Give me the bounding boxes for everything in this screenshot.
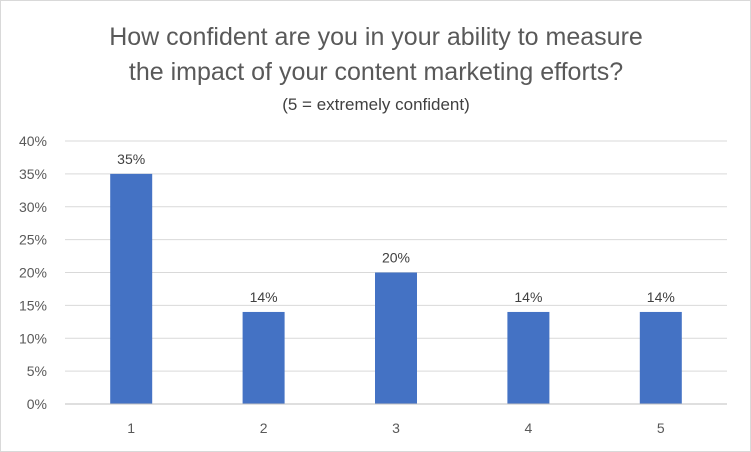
- data-label: 20%: [382, 250, 410, 266]
- bar: [507, 311, 550, 404]
- chart-title-line-1: How confident are you in your ability to…: [109, 23, 643, 51]
- bars: [110, 173, 682, 404]
- chart-title-line-2: the impact of your content marketing eff…: [129, 58, 623, 86]
- x-tick-label: 1: [127, 420, 135, 436]
- bar: [639, 311, 682, 404]
- y-tick-label: 5%: [27, 363, 47, 379]
- bar: [242, 311, 285, 404]
- y-tick-label: 30%: [19, 199, 47, 215]
- y-tick-label: 40%: [19, 133, 47, 149]
- data-label: 14%: [647, 289, 675, 305]
- y-tick-label: 15%: [19, 297, 47, 313]
- data-label: 14%: [514, 289, 542, 305]
- bar: [110, 173, 153, 404]
- data-labels: 35% 14% 20% 14% 14%: [117, 151, 675, 305]
- bar: [375, 272, 417, 404]
- x-tick-label: 5: [657, 420, 665, 436]
- x-tick-label: 2: [260, 420, 268, 436]
- y-tick-label: 35%: [19, 166, 47, 182]
- y-tick-label: 20%: [19, 265, 47, 281]
- y-axis-ticks: 0% 5% 10% 15% 20% 25% 30% 35% 40%: [19, 133, 47, 412]
- data-label: 35%: [117, 151, 145, 167]
- y-tick-label: 25%: [19, 232, 47, 248]
- chart-subtitle: (5 = extremely confident): [282, 95, 470, 114]
- x-tick-label: 3: [392, 420, 400, 436]
- y-tick-label: 0%: [27, 396, 47, 412]
- data-label: 14%: [250, 289, 278, 305]
- x-tick-label: 4: [525, 420, 533, 436]
- y-tick-label: 10%: [19, 330, 47, 346]
- x-axis-ticks: 1 2 3 4 5: [127, 420, 665, 436]
